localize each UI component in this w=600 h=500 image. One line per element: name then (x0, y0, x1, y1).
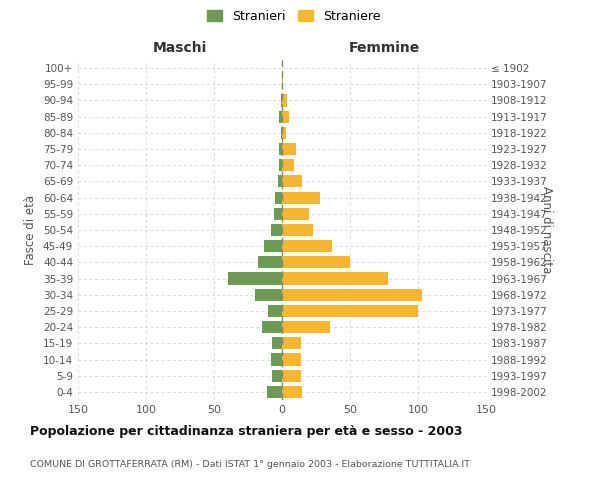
Bar (262, 321, 282, 333)
Bar (282, 386, 302, 398)
Bar (279, 110, 282, 122)
Bar (282, 78, 283, 90)
Bar (279, 159, 282, 172)
Bar (282, 305, 418, 317)
Bar (282, 240, 332, 252)
Bar (282, 321, 329, 333)
Bar (282, 338, 301, 349)
Text: Maschi: Maschi (153, 41, 207, 55)
Bar (278, 176, 282, 188)
Bar (282, 159, 294, 172)
Bar (272, 338, 282, 349)
Bar (272, 370, 282, 382)
Bar (282, 370, 301, 382)
Text: Popolazione per cittadinanza straniera per età e sesso - 2003: Popolazione per cittadinanza straniera p… (30, 425, 463, 438)
Bar (281, 127, 282, 139)
Bar (282, 176, 302, 188)
Bar (271, 224, 282, 236)
Bar (255, 288, 282, 301)
Bar (282, 224, 313, 236)
Bar (227, 272, 282, 284)
Text: Femmine: Femmine (349, 41, 419, 55)
Legend: Stranieri, Straniere: Stranieri, Straniere (203, 6, 385, 26)
Bar (281, 94, 282, 106)
Bar (282, 110, 289, 122)
Bar (267, 386, 282, 398)
Bar (275, 192, 282, 203)
Bar (282, 288, 422, 301)
Bar (271, 354, 282, 366)
Bar (274, 208, 282, 220)
Bar (257, 256, 282, 268)
Bar (265, 240, 282, 252)
Bar (282, 127, 286, 139)
Bar (282, 192, 320, 203)
Bar (282, 143, 296, 155)
Text: COMUNE DI GROTTAFERRATA (RM) - Dati ISTAT 1° gennaio 2003 - Elaborazione TUTTITA: COMUNE DI GROTTAFERRATA (RM) - Dati ISTA… (30, 460, 470, 469)
Bar (268, 305, 282, 317)
Y-axis label: Anni di nascita: Anni di nascita (540, 186, 553, 274)
Y-axis label: Fasce di età: Fasce di età (25, 195, 37, 265)
Bar (282, 208, 309, 220)
Bar (279, 143, 282, 155)
Bar (282, 256, 350, 268)
Bar (282, 272, 388, 284)
Bar (282, 94, 287, 106)
Bar (282, 354, 301, 366)
